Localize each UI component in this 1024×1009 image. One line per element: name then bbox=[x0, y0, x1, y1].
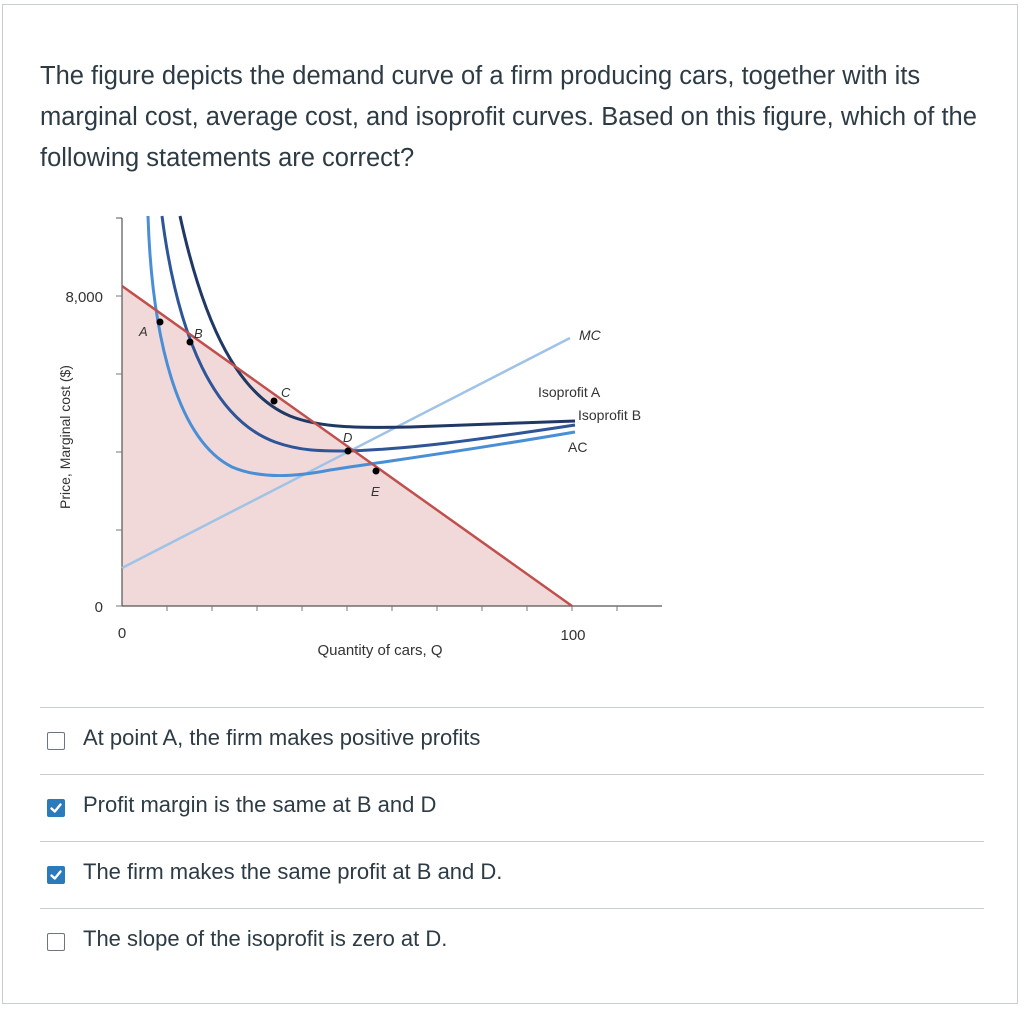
y-axis-ticks bbox=[116, 295, 122, 607]
cost-curves-figure: A B C D E MC Isoprofit A Isoprofit B AC … bbox=[57, 215, 662, 659]
checkmark-icon bbox=[50, 870, 62, 880]
point-label-e: E bbox=[371, 484, 380, 499]
ac-curve bbox=[146, 215, 576, 478]
isoprofit-a-label: Isoprofit A bbox=[538, 384, 601, 400]
answer-checkbox[interactable] bbox=[47, 732, 65, 750]
ac-label: AC bbox=[568, 439, 587, 455]
point-e-marker bbox=[372, 467, 380, 475]
point-label-d: D bbox=[343, 430, 352, 445]
answer-label: Profit margin is the same at B and D bbox=[83, 792, 437, 817]
demand-curve bbox=[121, 284, 573, 608]
y-tick-0: 0 bbox=[95, 599, 103, 616]
answer-checkbox[interactable] bbox=[47, 866, 65, 884]
question-text: The figure depicts the demand curve of a… bbox=[40, 62, 977, 172]
point-label-b: B bbox=[194, 326, 203, 341]
answer-checkbox[interactable] bbox=[47, 933, 65, 951]
y-axis-title: Price, Marginal cost ($) bbox=[57, 365, 73, 509]
point-b-marker bbox=[186, 338, 194, 346]
point-label-c: C bbox=[281, 385, 291, 400]
answer-option[interactable]: The firm makes the same profit at B and … bbox=[40, 841, 984, 908]
answer-checkbox[interactable] bbox=[47, 799, 65, 817]
isoprofit-a-curve bbox=[178, 215, 576, 429]
checkmark-icon bbox=[50, 803, 62, 813]
mc-label: MC bbox=[579, 327, 602, 343]
answer-label: The firm makes the same profit at B and … bbox=[83, 859, 503, 884]
x-axis-ticks bbox=[166, 606, 618, 611]
isoprofit-b-curve bbox=[160, 215, 576, 453]
question-card bbox=[2, 4, 1018, 1004]
point-d-marker bbox=[344, 447, 352, 455]
point-a-marker bbox=[156, 318, 164, 326]
point-c-marker bbox=[270, 397, 278, 405]
answer-option[interactable]: At point A, the firm makes positive prof… bbox=[40, 707, 984, 774]
answer-list: At point A, the firm makes positive prof… bbox=[40, 707, 984, 975]
x-axis-title: Quantity of cars, Q bbox=[317, 642, 442, 659]
point-label-a: A bbox=[138, 324, 148, 339]
isoprofit-b-label: Isoprofit B bbox=[578, 407, 641, 423]
x-tick-0: 0 bbox=[118, 625, 126, 642]
answer-option[interactable]: Profit margin is the same at B and D bbox=[40, 774, 984, 841]
y-tick-8000: 8,000 bbox=[65, 289, 103, 306]
answer-label: At point A, the firm makes positive prof… bbox=[83, 725, 481, 750]
x-tick-100: 100 bbox=[560, 627, 585, 644]
curve-points bbox=[156, 318, 380, 475]
answer-option[interactable]: The slope of the isoprofit is zero at D. bbox=[40, 908, 984, 975]
answer-label: The slope of the isoprofit is zero at D. bbox=[83, 926, 448, 951]
